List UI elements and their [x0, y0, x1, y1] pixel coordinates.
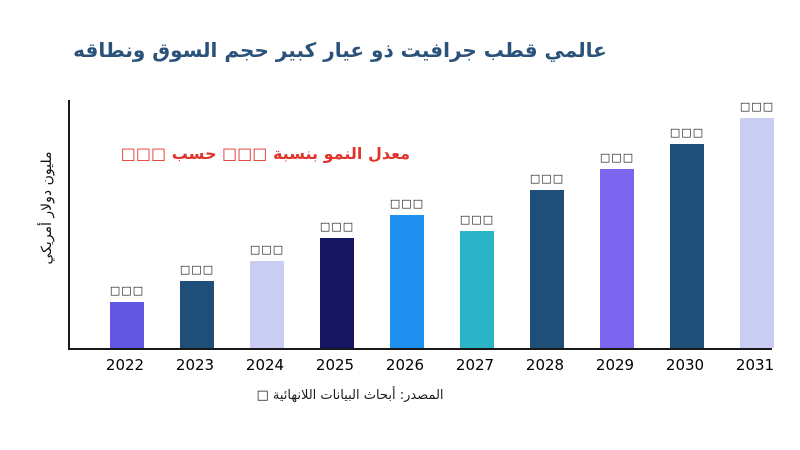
y-axis-label: مليون دولار أمريكي [39, 151, 55, 265]
x-axis-tick-label: 2029 [595, 356, 635, 374]
bar-slot: □□□ [652, 126, 722, 348]
bar [320, 238, 354, 348]
x-axis-tick-label: 2026 [385, 356, 425, 374]
bar-slot: □□□ [722, 100, 792, 348]
bar-slot: □□□ [442, 213, 512, 348]
bar [250, 261, 284, 348]
bar [600, 169, 634, 348]
x-axis-tick-label: 2025 [315, 356, 355, 374]
x-axis-tick-label: 2023 [175, 356, 215, 374]
bar-value-label: □□□ [669, 126, 705, 139]
bar [390, 215, 424, 348]
bar [180, 281, 214, 348]
bar-value-label: □□□ [459, 213, 495, 226]
bar-slot: □□□ [302, 220, 372, 348]
bar-value-label: □□□ [389, 197, 425, 210]
x-axis-tick-label: 2027 [455, 356, 495, 374]
bar-value-label: □□□ [739, 100, 775, 113]
bar-value-label: □□□ [179, 263, 215, 276]
x-axis-tick-label: 2028 [525, 356, 565, 374]
bar-slot: □□□ [372, 197, 442, 348]
plot-area: □□□ □□□ □□□ □□□ □□□ □□□ □□□ □□□ □□□ □□□ [68, 100, 774, 350]
x-axis-tick-label: 2031 [735, 356, 775, 374]
source-line: المصدر: أبحاث البيانات اللانهائية □ [256, 388, 444, 403]
growth-rate-annotation: معدل النمو بنسبة □□□ حسب □□□ [120, 144, 410, 163]
x-axis-tick-label: 2030 [665, 356, 705, 374]
bar-slot: □□□ [582, 151, 652, 348]
bar-value-label: □□□ [599, 151, 635, 164]
bar-slot: □□□ [162, 263, 232, 348]
x-axis-tick-label: 2022 [105, 356, 145, 374]
bar-value-label: □□□ [109, 284, 145, 297]
bar-value-label: □□□ [319, 220, 355, 233]
chart-title: عالمي قطب جرافيت ذو عيار كبير حجم السوق … [73, 38, 607, 62]
bar-slot: □□□ [512, 172, 582, 348]
bar [460, 231, 494, 348]
bar [670, 144, 704, 348]
bar-slot: □□□ [232, 243, 302, 348]
bar [740, 118, 774, 348]
bar [530, 190, 564, 348]
bars: □□□ □□□ □□□ □□□ □□□ □□□ □□□ □□□ □□□ □□□ [70, 100, 774, 348]
x-axis-labels: 2022 2023 2024 2025 2026 2027 2028 2029 2030 2031 [90, 356, 790, 374]
x-axis-tick-label: 2024 [245, 356, 285, 374]
bar [110, 302, 144, 348]
bar-slot: □□□ [92, 284, 162, 348]
bar-value-label: □□□ [529, 172, 565, 185]
bar-value-label: □□□ [249, 243, 285, 256]
